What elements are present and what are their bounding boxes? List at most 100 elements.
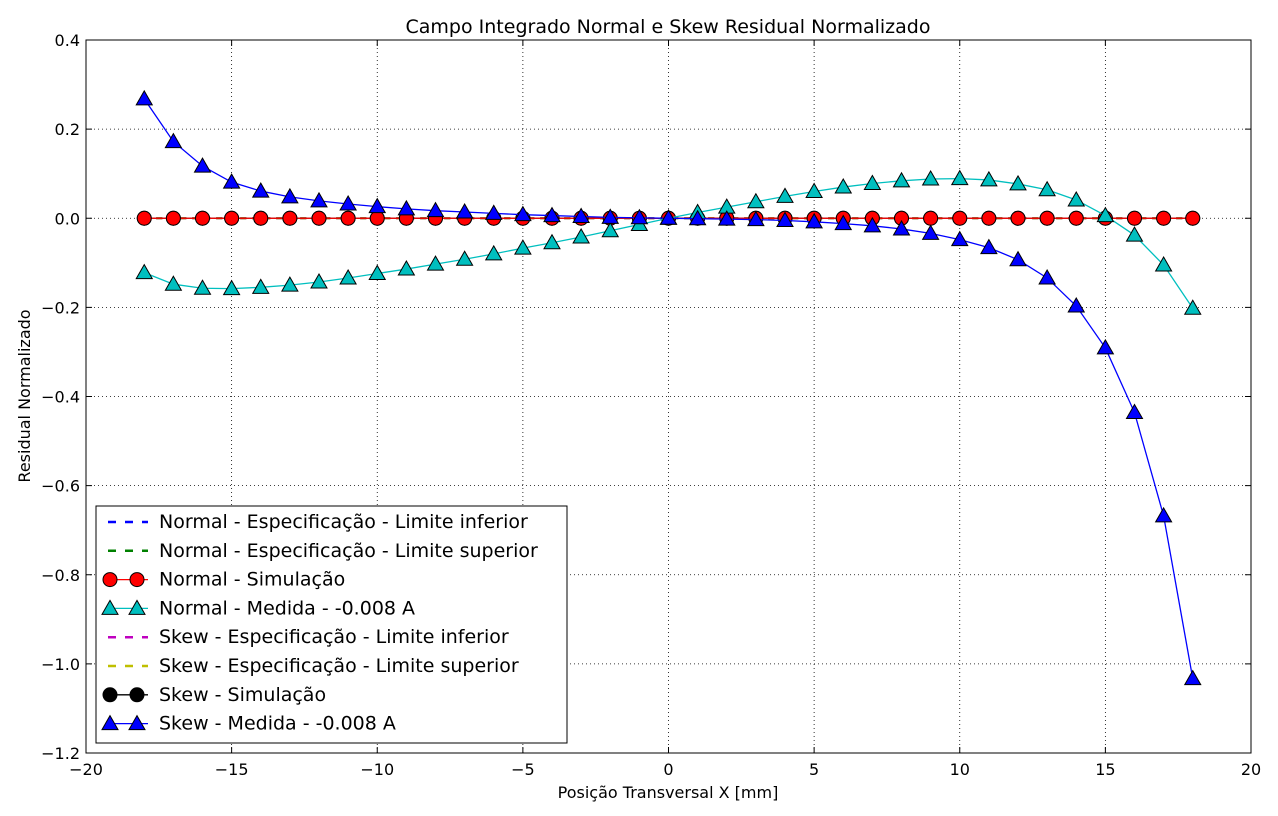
ticks: −20 −15 −10 −5 0 5 10 15 20 −1.2 −1.0 −0.8 −0.6 −0.4 −… xyxy=(41,31,1261,779)
data-point xyxy=(1068,210,1084,226)
x-tick-label: −15 xyxy=(215,760,249,779)
legend-marker xyxy=(128,599,146,615)
legend-label: Normal - Especificação - Limite inferior xyxy=(159,511,528,533)
data-point xyxy=(1154,506,1173,523)
data-point xyxy=(224,210,240,226)
data-point xyxy=(514,205,532,222)
data-point xyxy=(455,203,474,219)
y-tick-label: 0.2 xyxy=(55,120,80,139)
data-point xyxy=(543,206,561,223)
y-tick-label: 0.4 xyxy=(55,31,80,50)
data-point xyxy=(426,201,445,218)
legend-label: Skew - Especificação - Limite superior xyxy=(159,655,519,677)
data-point xyxy=(1067,297,1086,313)
legend-label: Skew - Simulação xyxy=(159,684,326,706)
data-point xyxy=(164,275,183,291)
data-point xyxy=(135,89,154,106)
legend-marker xyxy=(129,687,145,703)
legend-entry: Skew - Especificação - Limite inferior xyxy=(108,626,509,648)
data-point xyxy=(426,255,445,271)
legend-label: Skew - Especificação - Limite inferior xyxy=(159,626,509,648)
data-point xyxy=(543,233,561,250)
legend-entry: Skew - Especificação - Limite superior xyxy=(108,655,519,677)
data-point xyxy=(1067,190,1086,207)
data-point xyxy=(1096,338,1115,355)
y-tick-label: −0.2 xyxy=(41,298,80,317)
data-point xyxy=(1038,268,1056,285)
legend-entry: Normal - Especificação - Limite inferior xyxy=(108,511,528,533)
data-point xyxy=(455,250,474,266)
data-point xyxy=(340,210,356,226)
data-point xyxy=(1038,180,1056,197)
data-point xyxy=(863,216,882,233)
data-point xyxy=(659,209,678,225)
grid xyxy=(86,40,1251,753)
data-point xyxy=(572,207,590,223)
data-point xyxy=(1183,669,1202,686)
data-point xyxy=(980,238,998,255)
data-point xyxy=(136,210,152,226)
data-point xyxy=(747,210,765,227)
x-tick-label: 20 xyxy=(1241,760,1261,779)
data-point xyxy=(1009,174,1027,191)
data-point xyxy=(251,182,270,198)
legend-marker xyxy=(102,572,118,588)
data-point xyxy=(222,279,241,296)
data-point xyxy=(310,272,328,289)
data-point xyxy=(397,260,416,276)
legend-marker xyxy=(101,714,119,731)
data-point xyxy=(281,187,299,204)
legend-entry: Skew - Simulação xyxy=(102,684,326,706)
legend-marker xyxy=(102,687,118,703)
data-point xyxy=(1125,226,1144,242)
series-3 xyxy=(135,169,1202,315)
x-tick-label: 15 xyxy=(1095,760,1115,779)
data-point xyxy=(222,173,241,189)
data-point xyxy=(369,210,385,226)
data-point xyxy=(281,276,299,292)
data-point xyxy=(1127,210,1142,226)
data-point xyxy=(1039,210,1055,226)
y-tick-label: −1.0 xyxy=(41,655,80,674)
y-tick-label: −0.8 xyxy=(41,566,80,585)
data-point xyxy=(165,210,181,226)
legend: Normal - Especificação - Limite inferior… xyxy=(95,505,568,744)
data-point xyxy=(834,214,853,231)
data-point xyxy=(368,264,387,281)
data-point xyxy=(921,170,940,186)
data-point xyxy=(980,170,998,187)
legend-entry: Skew - Medida - -0.008 A xyxy=(101,713,396,735)
x-tick-label: 0 xyxy=(663,760,673,779)
data-point xyxy=(514,239,532,255)
data-point xyxy=(630,208,649,225)
legend-label: Normal - Simulação xyxy=(159,569,345,591)
data-point xyxy=(282,210,298,226)
data-point xyxy=(368,197,387,214)
data-point xyxy=(1156,210,1172,226)
data-point xyxy=(397,199,416,216)
data-point xyxy=(339,268,357,285)
data-point xyxy=(193,157,212,173)
data-point xyxy=(892,171,911,188)
data-point xyxy=(950,230,969,247)
data-point xyxy=(776,187,794,203)
data-point xyxy=(863,174,882,190)
data-point xyxy=(164,132,183,149)
data-point xyxy=(311,210,327,226)
data-point xyxy=(981,210,997,226)
x-tick-label: −5 xyxy=(511,760,535,779)
data-point xyxy=(805,182,823,199)
data-point xyxy=(135,263,154,280)
data-point xyxy=(484,244,503,261)
data-point xyxy=(950,169,969,186)
data-point xyxy=(484,204,503,220)
data-point xyxy=(1096,206,1115,223)
data-point xyxy=(688,209,707,226)
y-tick-label: 0.0 xyxy=(55,209,80,228)
data-point xyxy=(1125,403,1144,420)
data-point xyxy=(1010,210,1026,226)
data-point xyxy=(310,191,328,208)
data-point xyxy=(1154,256,1173,272)
data-point xyxy=(1183,299,1202,315)
